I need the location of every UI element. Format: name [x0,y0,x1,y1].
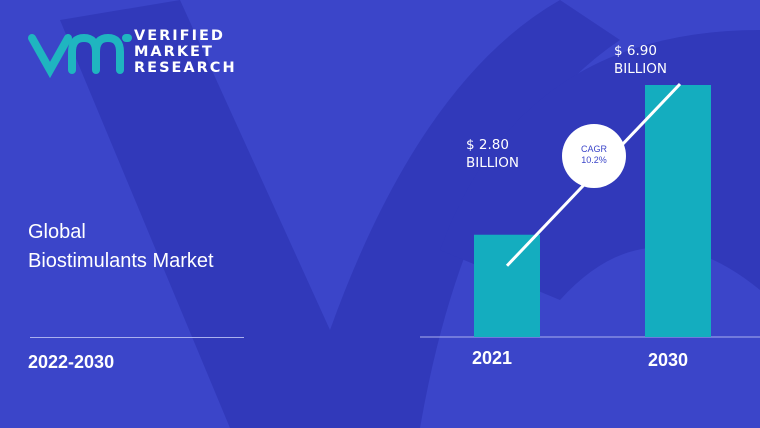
value-amount: $ 2.80 [466,137,509,153]
brand-line: VERIFIED [134,28,225,44]
value-label-2030: $ 6.90 BILLION [614,42,667,78]
cagr-value: 10.2% [581,155,607,165]
x-tick-2030: 2030 [648,350,689,370]
brand-line: RESEARCH [134,60,237,76]
cagr-circle [562,124,626,188]
page-title: Global Biostimulants Market [28,218,214,276]
bar-2021 [474,234,540,337]
value-label-2021: $ 2.80 BILLION [466,136,519,172]
divider [30,337,244,338]
title-line: Biostimulants Market [28,250,214,272]
brand-name: VERIFIED MARKET RESEARCH [134,28,237,76]
value-unit: BILLION [614,61,667,77]
forecast-period: 2022-2030 [28,352,115,372]
title-line: Global [28,221,86,243]
bar-2030 [645,85,711,337]
vmr-logo-icon [28,33,132,79]
brand-line: MARKET [134,44,214,60]
value-amount: $ 6.90 [614,43,657,59]
x-tick-2021: 2021 [472,348,513,368]
cagr-label: CAGR [580,144,607,154]
value-unit: BILLION [466,155,519,171]
cagr-annotation: CAGR 10.2% [562,144,626,166]
